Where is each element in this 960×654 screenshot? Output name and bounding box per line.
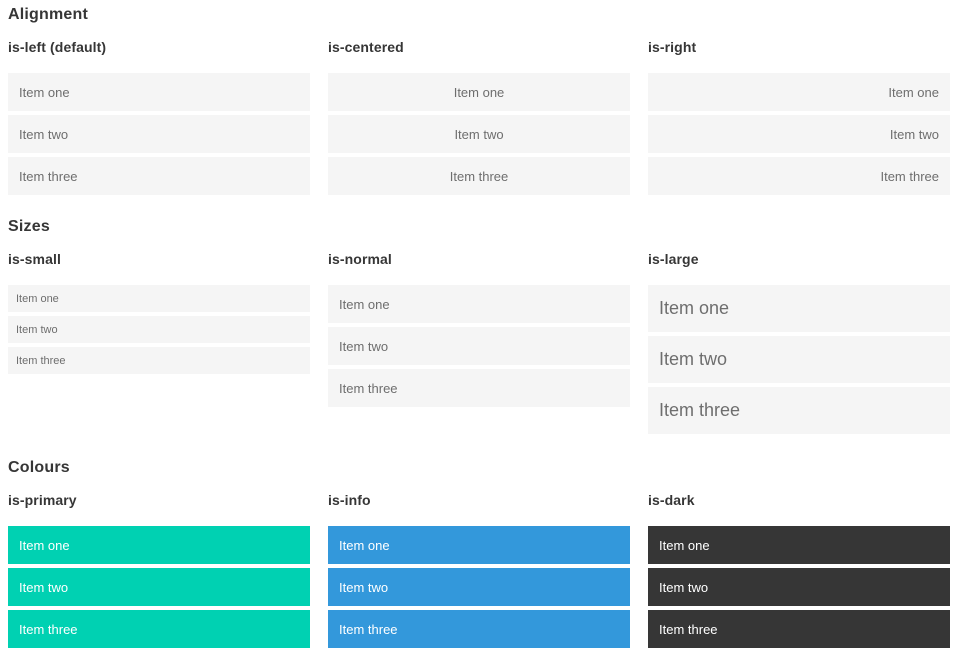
list-item[interactable]: Item one <box>8 285 310 312</box>
list-item[interactable]: Item one <box>648 526 950 564</box>
column-heading: is-large <box>648 251 699 267</box>
column-is-info: is-info Item one Item two Item three <box>328 478 630 652</box>
list-item[interactable]: Item three <box>328 157 630 195</box>
column-is-large: is-large Item one Item two Item three <box>648 237 950 438</box>
column-heading: is-info <box>328 492 371 508</box>
list-item[interactable]: Item two <box>648 336 950 383</box>
item-list: Item one Item two Item three <box>648 285 950 434</box>
column-is-right: is-right Item one Item two Item three <box>648 25 950 199</box>
section-title: Alignment <box>8 6 89 23</box>
section-title: Sizes <box>8 218 50 235</box>
list-item[interactable]: Item three <box>648 387 950 434</box>
column-is-normal: is-normal Item one Item two Item three <box>328 237 630 411</box>
column-heading: is-right <box>648 39 697 55</box>
column-is-left: is-left (default) Item one Item two Item… <box>8 25 310 199</box>
list-item[interactable]: Item two <box>8 568 310 606</box>
list-item[interactable]: Item one <box>328 285 630 323</box>
item-list: Item one Item two Item three <box>328 285 630 407</box>
list-item[interactable]: Item two <box>8 115 310 153</box>
list-item[interactable]: Item two <box>8 316 310 343</box>
column-heading: is-dark <box>648 492 695 508</box>
list-item[interactable]: Item two <box>328 327 630 365</box>
list-item[interactable]: Item three <box>648 157 950 195</box>
column-is-dark: is-dark Item one Item two Item three <box>648 478 950 652</box>
list-item[interactable]: Item two <box>328 568 630 606</box>
list-item[interactable]: Item one <box>648 285 950 332</box>
column-heading: is-left (default) <box>8 39 107 55</box>
section-sizes: Sizes is-small Item one Item two Item th… <box>8 217 950 438</box>
column-is-small: is-small Item one Item two Item three <box>8 237 310 378</box>
item-list: Item one Item two Item three <box>8 526 310 648</box>
item-list: Item one Item two Item three <box>648 73 950 195</box>
column-heading: is-normal <box>328 251 392 267</box>
list-item[interactable]: Item three <box>328 369 630 407</box>
section-colours: Colours is-primary Item one Item two Ite… <box>8 458 950 652</box>
section-title: Colours <box>8 459 70 476</box>
list-item[interactable]: Item one <box>8 526 310 564</box>
list-item[interactable]: Item one <box>328 526 630 564</box>
list-item[interactable]: Item one <box>648 73 950 111</box>
list-item[interactable]: Item three <box>328 610 630 648</box>
item-list: Item one Item two Item three <box>8 73 310 195</box>
column-is-primary: is-primary Item one Item two Item three <box>8 478 310 652</box>
list-item[interactable]: Item one <box>8 73 310 111</box>
list-item[interactable]: Item three <box>8 610 310 648</box>
column-heading: is-centered <box>328 39 404 55</box>
list-item[interactable]: Item three <box>8 157 310 195</box>
sizes-columns: is-small Item one Item two Item three is… <box>8 237 950 438</box>
alignment-columns: is-left (default) Item one Item two Item… <box>8 25 950 199</box>
column-heading: is-small <box>8 251 61 267</box>
item-list: Item one Item two Item three <box>328 73 630 195</box>
list-item[interactable]: Item two <box>648 568 950 606</box>
list-item[interactable]: Item two <box>328 115 630 153</box>
item-list: Item one Item two Item three <box>8 285 310 374</box>
list-item[interactable]: Item two <box>648 115 950 153</box>
colours-columns: is-primary Item one Item two Item three … <box>8 478 950 652</box>
column-heading: is-primary <box>8 492 77 508</box>
list-item[interactable]: Item three <box>8 347 310 374</box>
list-item[interactable]: Item one <box>328 73 630 111</box>
item-list: Item one Item two Item three <box>328 526 630 648</box>
item-list: Item one Item two Item three <box>648 526 950 648</box>
column-is-centered: is-centered Item one Item two Item three <box>328 25 630 199</box>
list-item[interactable]: Item three <box>648 610 950 648</box>
section-alignment: Alignment is-left (default) Item one Ite… <box>8 5 950 199</box>
